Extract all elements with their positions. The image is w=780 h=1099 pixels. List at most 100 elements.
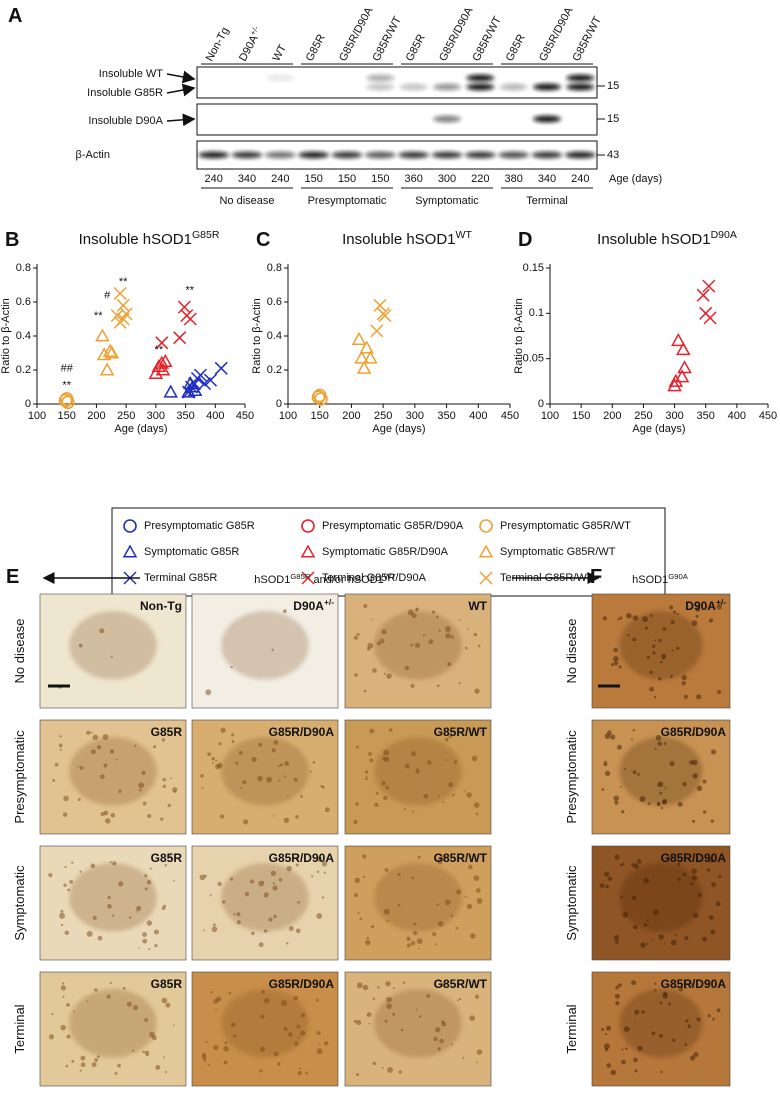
point <box>104 345 120 359</box>
cell <box>368 1022 371 1025</box>
y-tick-label: 0 <box>276 398 282 410</box>
y-tick-label: 0.4 <box>16 330 31 342</box>
cell <box>170 777 172 780</box>
cell <box>627 633 630 637</box>
cell <box>631 980 637 986</box>
cell <box>411 810 415 813</box>
band <box>266 74 295 82</box>
cell <box>658 677 662 681</box>
cell <box>406 936 411 941</box>
cell <box>172 1024 175 1027</box>
cell <box>112 914 115 917</box>
point <box>674 369 690 383</box>
y-tick-label: 0.2 <box>16 364 31 376</box>
cell <box>456 889 462 895</box>
cell <box>444 737 449 742</box>
band-label: Insoluble WT <box>99 68 163 80</box>
y-tick-label: 0.8 <box>16 262 31 274</box>
cell <box>385 786 389 790</box>
cell <box>619 863 623 867</box>
cell <box>270 870 277 876</box>
cell <box>153 745 157 749</box>
blot-box <box>196 103 598 136</box>
cell <box>697 892 703 898</box>
cell <box>709 858 714 863</box>
cell <box>363 603 368 608</box>
cell <box>649 686 654 692</box>
cell <box>445 759 448 761</box>
cell <box>690 982 694 987</box>
cell <box>161 906 166 911</box>
cell <box>154 943 158 948</box>
age: 240 <box>204 173 222 185</box>
cell <box>71 1059 75 1063</box>
cell <box>161 738 166 742</box>
age: 340 <box>238 173 256 185</box>
cell <box>230 666 233 669</box>
cell <box>641 1010 645 1014</box>
cell <box>353 819 358 825</box>
arrow <box>166 70 196 84</box>
cell <box>661 799 667 805</box>
superscript: WT <box>384 572 396 581</box>
cell <box>271 648 274 651</box>
cell <box>637 1045 643 1051</box>
cell <box>132 1049 135 1052</box>
cell <box>710 749 717 755</box>
grey-matter <box>221 737 309 806</box>
cell <box>438 795 440 798</box>
cell <box>146 920 153 926</box>
image-label: G85R/D90A <box>269 851 335 865</box>
arrow <box>166 113 196 127</box>
x-tick-label: 250 <box>634 410 652 422</box>
cell <box>62 812 68 817</box>
superscript: +/- <box>324 597 334 607</box>
cell <box>356 1073 360 1077</box>
cell <box>277 1062 281 1066</box>
chart-title: Insoluble hSOD1D90A <box>597 229 737 248</box>
cell <box>146 1053 149 1057</box>
cell <box>273 914 277 919</box>
band <box>231 151 263 159</box>
image-label: G85R/D90A <box>269 977 335 991</box>
lane-label: WT <box>270 42 289 63</box>
cell <box>321 861 328 867</box>
cell <box>64 930 70 936</box>
cell <box>448 782 454 788</box>
cell <box>646 918 649 922</box>
cell <box>362 854 367 859</box>
cell <box>200 773 204 778</box>
cell <box>652 909 659 916</box>
cell <box>300 795 303 798</box>
cell <box>634 1009 640 1015</box>
cell <box>426 994 431 998</box>
cell <box>153 929 160 935</box>
cell <box>141 770 146 775</box>
cell <box>634 1069 638 1073</box>
row-label: No disease <box>12 618 27 683</box>
cell <box>710 929 716 935</box>
cell <box>631 895 637 901</box>
cell <box>662 627 667 631</box>
x-tick-label: 150 <box>572 410 590 422</box>
cell <box>353 635 358 640</box>
cell <box>403 808 406 811</box>
point <box>363 350 378 364</box>
cell <box>164 863 168 867</box>
row-label: Symptomatic <box>564 865 579 941</box>
cell <box>273 1051 279 1057</box>
cell <box>287 795 289 798</box>
cell <box>654 989 657 992</box>
cell <box>301 1012 306 1018</box>
band <box>533 115 561 123</box>
cell <box>355 802 359 806</box>
cell <box>359 917 363 921</box>
cell <box>315 998 319 1002</box>
cell <box>453 760 458 764</box>
cell <box>684 986 687 989</box>
cell <box>86 730 91 735</box>
band <box>566 74 595 82</box>
cell <box>66 1034 71 1039</box>
cell <box>231 739 235 743</box>
cell <box>404 665 410 671</box>
